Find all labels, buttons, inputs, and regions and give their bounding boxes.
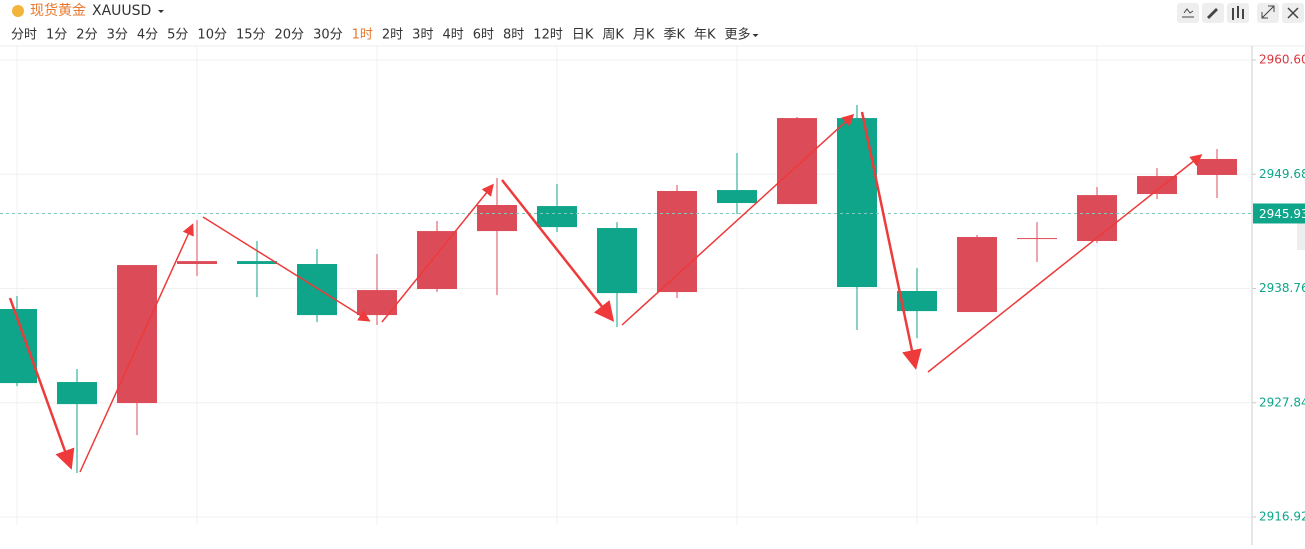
- candle-body: [237, 261, 277, 265]
- candle-body: [1197, 158, 1237, 175]
- timeframe-tab[interactable]: 3时: [412, 28, 433, 43]
- timeframe-tab[interactable]: 20分: [275, 28, 305, 43]
- y-tick-label: 2938.76: [1259, 281, 1305, 295]
- icon: [1232, 6, 1244, 20]
- candle-body: [657, 190, 697, 293]
- timeframe-tab[interactable]: 4分: [137, 28, 158, 43]
- timeframe-tab[interactable]: 6时: [473, 28, 494, 43]
- symbol-name[interactable]: 现货黄金: [30, 2, 86, 19]
- symbol-code[interactable]: XAUUSD: [92, 3, 151, 19]
- icon: [1207, 8, 1218, 19]
- timeframe-tab[interactable]: 5分: [167, 28, 188, 43]
- candle-body: [177, 261, 217, 265]
- timeframe-tab[interactable]: 更多: [725, 27, 751, 43]
- y-tick-label: 2927.84: [1259, 395, 1305, 409]
- candle-body: [417, 231, 457, 290]
- timeframe-tab[interactable]: 12时: [533, 28, 563, 43]
- timeframe-tab[interactable]: 10分: [197, 28, 227, 43]
- candle-body: [717, 190, 757, 204]
- y-tick-label: 2916.92: [1259, 510, 1305, 524]
- y-tick-label: 2949.68: [1259, 167, 1305, 181]
- timeframe-tab[interactable]: 月K: [633, 28, 655, 43]
- icon: [1261, 5, 1275, 19]
- candle-body: [477, 205, 517, 232]
- icon: [1287, 7, 1299, 19]
- timeframe-tab[interactable]: 30分: [313, 28, 343, 43]
- timeframe-tab[interactable]: 2分: [76, 28, 97, 43]
- timeframe-tab[interactable]: 周K: [602, 28, 624, 43]
- candle-body: [837, 118, 877, 288]
- timeframe-tab[interactable]: 4时: [442, 28, 463, 43]
- annotation-arrows: [8, 111, 1203, 473]
- candle-body: [597, 228, 637, 294]
- timeframe-tab[interactable]: 2时: [382, 28, 403, 43]
- timeframe-tab[interactable]: 1分: [46, 28, 67, 43]
- dropdown-caret[interactable]: [158, 10, 164, 13]
- candle-body: [1137, 176, 1177, 195]
- timeframe-tab[interactable]: 1时: [352, 28, 373, 43]
- tool-button[interactable]: [1177, 3, 1199, 23]
- timeframe-tab[interactable]: 年K: [694, 28, 716, 43]
- candle-body: [117, 265, 157, 404]
- current-price-label: 2945.93: [1259, 207, 1305, 221]
- timeframe-tab[interactable]: 15分: [236, 28, 266, 43]
- timeframe-tab[interactable]: 分时: [11, 28, 37, 43]
- plot: [0, 59, 1256, 518]
- candle-body: [297, 264, 337, 316]
- y-tick-label: 2960.60: [1259, 53, 1305, 67]
- symbol-icon: [12, 5, 24, 17]
- toolbar-icons: [1177, 3, 1304, 23]
- timeframe-tab[interactable]: 3分: [107, 28, 128, 43]
- current-price-tag: [1253, 203, 1305, 224]
- candle-body: [1017, 238, 1057, 240]
- timeframe-bar: 分时 1分 2分 3分 4分 5分 10分 15分 20分 30分 1时 2时 3时 4时 6时 8时 12时日…: [11, 27, 759, 43]
- candle-body: [957, 237, 997, 313]
- timeframe-tab[interactable]: 季K: [663, 28, 685, 43]
- dropdown-caret: [752, 34, 759, 37]
- candle-body: [1077, 195, 1117, 242]
- candle-body: [777, 118, 817, 205]
- candle-body: [537, 206, 577, 228]
- candle-body: [897, 291, 937, 312]
- timeframe-tab[interactable]: 日K: [572, 28, 594, 43]
- candle-body: [57, 382, 97, 405]
- side-handle[interactable]: [1297, 222, 1305, 250]
- timeframe-tab[interactable]: 8时: [503, 28, 524, 43]
- vertical-grid: [16, 46, 1098, 525]
- icon: [1182, 8, 1194, 18]
